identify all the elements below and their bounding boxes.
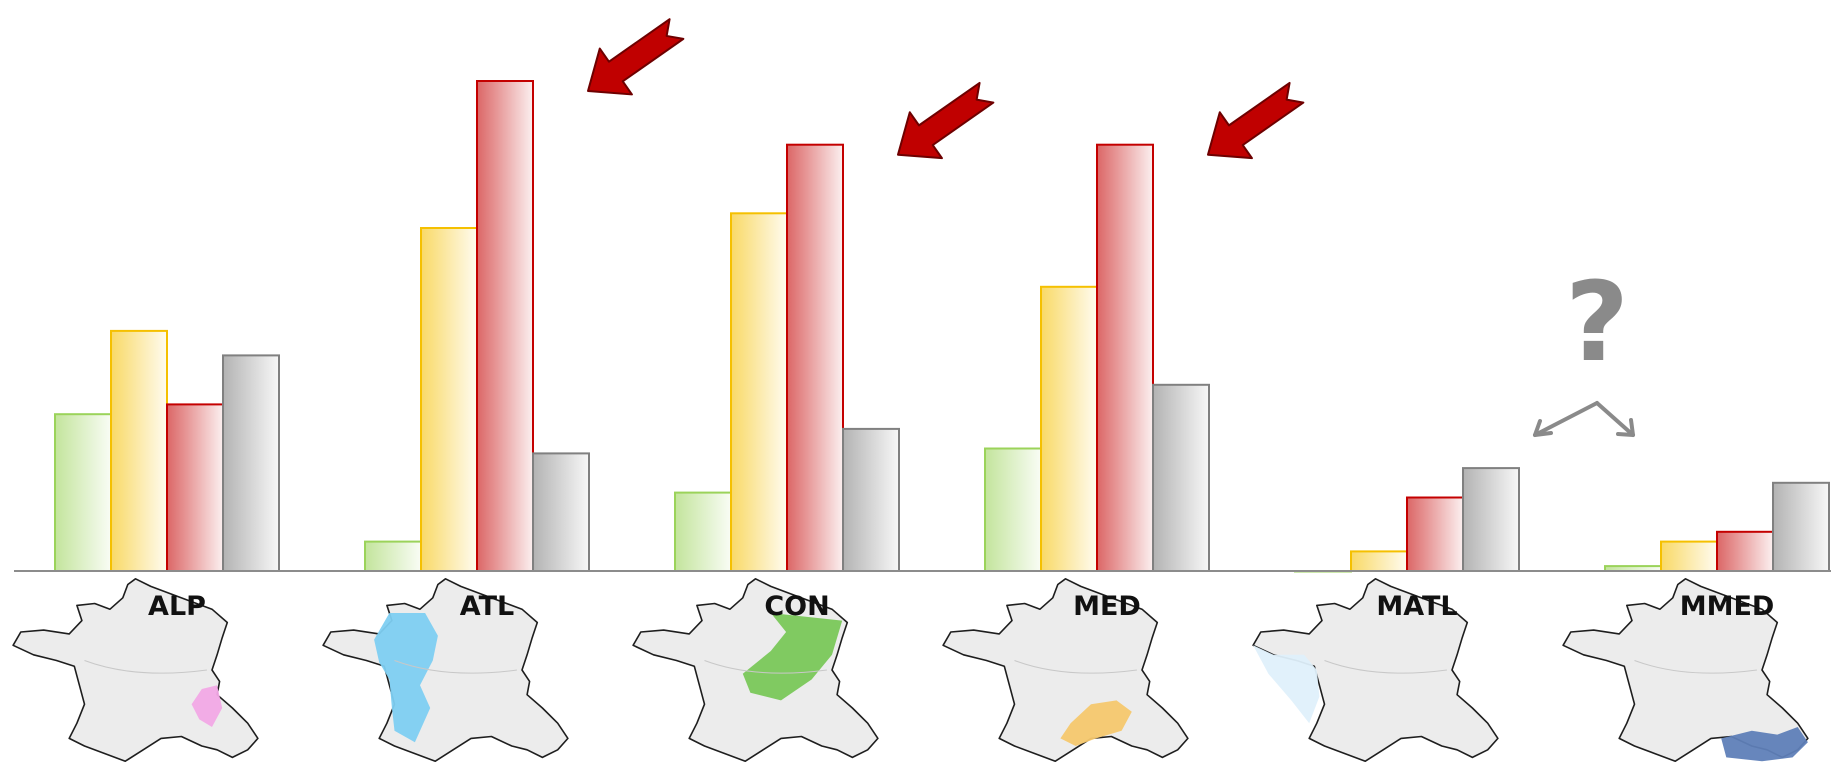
map-med: MED bbox=[942, 578, 1189, 762]
bar-alp-series-4 bbox=[222, 354, 280, 572]
bar-atl-series-1 bbox=[364, 540, 422, 572]
bar-matl-series-3 bbox=[1406, 496, 1464, 572]
bar-matl-series-4 bbox=[1462, 467, 1520, 573]
region-label-atl: ATL bbox=[460, 591, 514, 622]
bar-con-series-3 bbox=[786, 143, 844, 572]
question-arrows bbox=[1533, 401, 1635, 437]
bar-atl-series-4 bbox=[532, 452, 590, 572]
region-label-med: MED bbox=[1073, 591, 1141, 622]
bar-alp-series-1 bbox=[54, 413, 112, 573]
bar-mmed-series-2 bbox=[1660, 540, 1718, 572]
bar-mmed-series-3 bbox=[1716, 530, 1774, 572]
bar-alp-series-3 bbox=[166, 403, 224, 572]
bar-med-series-3 bbox=[1096, 143, 1154, 572]
map-atl: ATL bbox=[322, 578, 569, 762]
bar-atl-series-2 bbox=[420, 227, 478, 572]
region-label-con: CON bbox=[764, 591, 829, 622]
bar-med-series-2 bbox=[1040, 285, 1098, 572]
bar-con-series-4 bbox=[842, 427, 900, 572]
map-matl: MATL bbox=[1252, 578, 1499, 762]
bars-layer bbox=[54, 80, 1830, 573]
region-label-alp: ALP bbox=[148, 591, 206, 622]
annotations-layer: ? bbox=[587, 18, 1635, 437]
red-arrow-atl bbox=[587, 18, 685, 96]
region-label-mmed: MMED bbox=[1680, 591, 1775, 622]
red-arrow-med bbox=[1207, 81, 1305, 160]
red-arrow-con bbox=[897, 81, 995, 160]
bar-atl-series-3 bbox=[476, 80, 534, 572]
map-con: CON bbox=[632, 578, 879, 762]
bar-con-series-2 bbox=[730, 212, 788, 573]
maps-layer: ALP ATL CON MED MATL MMED bbox=[12, 578, 1809, 762]
region-label-matl: MATL bbox=[1376, 591, 1457, 622]
bar-mmed-series-4 bbox=[1772, 481, 1830, 572]
bar-med-series-1 bbox=[984, 447, 1042, 572]
map-mmed: MMED bbox=[1562, 578, 1809, 762]
bar-matl-series-2 bbox=[1350, 550, 1408, 573]
map-alp: ALP bbox=[12, 578, 259, 762]
bar-med-series-4 bbox=[1152, 383, 1210, 572]
bar-alp-series-2 bbox=[110, 329, 168, 572]
bar-con-series-1 bbox=[674, 491, 732, 573]
question-mark: ? bbox=[1565, 258, 1629, 386]
